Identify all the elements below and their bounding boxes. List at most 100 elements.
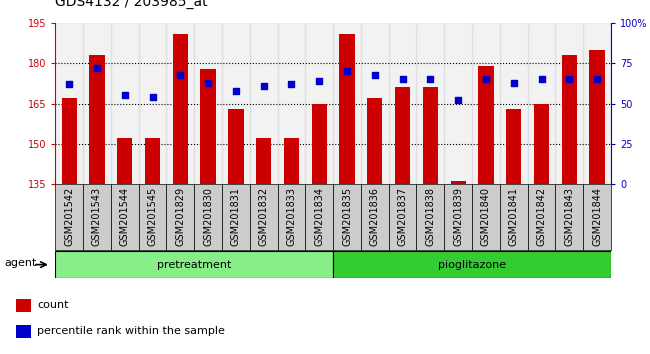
Text: percentile rank within the sample: percentile rank within the sample — [38, 326, 226, 336]
Text: GSM201839: GSM201839 — [453, 187, 463, 246]
Bar — [583, 23, 611, 184]
Bar — [534, 104, 549, 184]
FancyBboxPatch shape — [194, 184, 222, 250]
Point — [286, 81, 296, 87]
Text: GSM201840: GSM201840 — [481, 187, 491, 246]
Bar — [395, 87, 410, 184]
Text: GSM201830: GSM201830 — [203, 187, 213, 246]
FancyBboxPatch shape — [555, 184, 583, 250]
FancyBboxPatch shape — [138, 184, 166, 250]
Point — [92, 65, 102, 71]
Point — [314, 78, 324, 84]
Bar — [445, 23, 472, 184]
Point — [148, 94, 158, 100]
FancyBboxPatch shape — [111, 184, 138, 250]
Text: GSM201844: GSM201844 — [592, 187, 602, 246]
Point — [175, 72, 185, 78]
Point — [592, 76, 603, 82]
Bar — [450, 181, 466, 184]
Point — [120, 93, 130, 98]
Bar — [55, 23, 83, 184]
FancyBboxPatch shape — [333, 251, 611, 278]
Bar — [16, 325, 31, 338]
Bar — [422, 87, 438, 184]
FancyBboxPatch shape — [528, 184, 555, 250]
Point — [481, 76, 491, 82]
Text: GSM201829: GSM201829 — [176, 187, 185, 246]
Bar — [562, 55, 577, 184]
Bar — [166, 23, 194, 184]
Bar — [472, 23, 500, 184]
Point — [370, 72, 380, 78]
Bar — [528, 23, 556, 184]
Bar — [16, 299, 31, 312]
FancyBboxPatch shape — [222, 184, 250, 250]
FancyBboxPatch shape — [278, 184, 306, 250]
FancyBboxPatch shape — [83, 184, 111, 250]
FancyBboxPatch shape — [361, 184, 389, 250]
Point — [342, 69, 352, 74]
FancyBboxPatch shape — [500, 184, 528, 250]
FancyBboxPatch shape — [583, 184, 611, 250]
Bar — [228, 109, 244, 184]
FancyBboxPatch shape — [250, 184, 278, 250]
Bar — [278, 23, 306, 184]
Bar — [250, 23, 278, 184]
Bar — [478, 66, 493, 184]
Text: GSM201841: GSM201841 — [509, 187, 519, 246]
Text: GSM201831: GSM201831 — [231, 187, 241, 246]
Text: GSM201835: GSM201835 — [342, 187, 352, 246]
Bar — [361, 23, 389, 184]
Point — [259, 83, 269, 88]
Text: GSM201842: GSM201842 — [536, 187, 547, 246]
FancyBboxPatch shape — [445, 184, 472, 250]
FancyBboxPatch shape — [55, 184, 83, 250]
Text: GSM201545: GSM201545 — [148, 187, 157, 246]
Text: GSM201833: GSM201833 — [287, 187, 296, 246]
Bar — [145, 138, 160, 184]
FancyBboxPatch shape — [55, 251, 333, 278]
Point — [536, 76, 547, 82]
Text: count: count — [38, 301, 69, 310]
Bar — [200, 69, 216, 184]
Point — [564, 76, 575, 82]
Text: GSM201836: GSM201836 — [370, 187, 380, 246]
Bar — [284, 138, 299, 184]
Text: GSM201543: GSM201543 — [92, 187, 102, 246]
Point — [453, 97, 463, 103]
Bar — [62, 98, 77, 184]
Bar — [89, 55, 105, 184]
FancyBboxPatch shape — [306, 184, 333, 250]
FancyBboxPatch shape — [472, 184, 500, 250]
Bar — [417, 23, 445, 184]
Point — [508, 80, 519, 85]
Bar — [555, 23, 583, 184]
Text: GDS4132 / 203985_at: GDS4132 / 203985_at — [55, 0, 208, 9]
Bar — [194, 23, 222, 184]
Text: pretreatment: pretreatment — [157, 259, 231, 270]
Point — [203, 80, 213, 85]
FancyBboxPatch shape — [166, 184, 194, 250]
FancyBboxPatch shape — [333, 184, 361, 250]
Point — [231, 88, 241, 93]
Bar — [117, 138, 133, 184]
Text: GSM201544: GSM201544 — [120, 187, 130, 246]
Text: GSM201832: GSM201832 — [259, 187, 268, 246]
Text: agent: agent — [5, 258, 37, 268]
Text: GSM201837: GSM201837 — [398, 187, 408, 246]
Point — [425, 76, 436, 82]
FancyBboxPatch shape — [417, 184, 445, 250]
Text: GSM201838: GSM201838 — [425, 187, 436, 246]
FancyBboxPatch shape — [389, 184, 417, 250]
Bar — [339, 34, 355, 184]
Bar — [138, 23, 166, 184]
Bar — [256, 138, 271, 184]
Bar — [306, 23, 333, 184]
Text: GSM201542: GSM201542 — [64, 187, 74, 246]
Bar — [173, 34, 188, 184]
Bar — [83, 23, 111, 184]
Text: GSM201834: GSM201834 — [314, 187, 324, 246]
Point — [64, 81, 74, 87]
Bar — [389, 23, 417, 184]
Bar — [311, 104, 327, 184]
